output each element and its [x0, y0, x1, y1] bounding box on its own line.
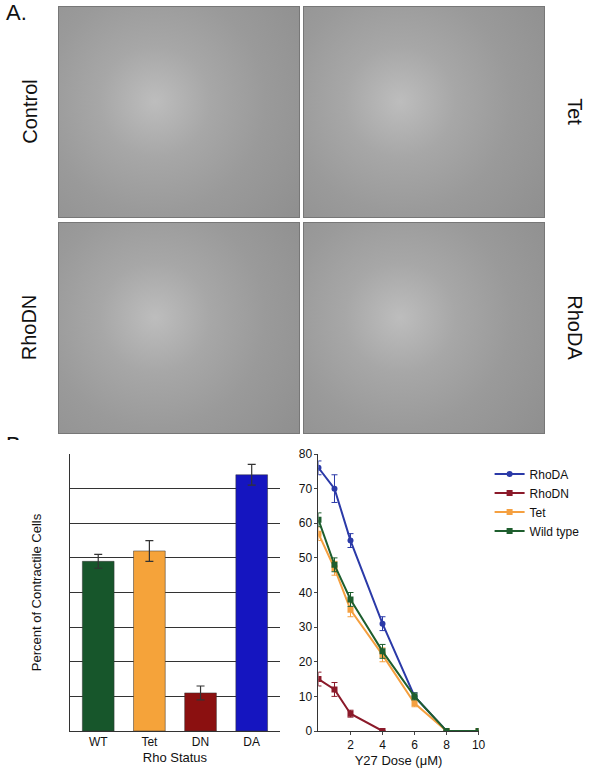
svg-text:Wild type: Wild type: [530, 525, 580, 539]
svg-text:Tet: Tet: [530, 506, 547, 520]
svg-text:RhoDN: RhoDN: [530, 487, 569, 501]
svg-text:WT: WT: [89, 735, 108, 749]
html-text:RhoDN: RhoDN: [18, 294, 41, 360]
svg-text:Y27 Dose (μM): Y27 Dose (μM): [355, 753, 443, 768]
svg-text:Tet: Tet: [141, 735, 158, 749]
svg-text:50: 50: [299, 551, 313, 565]
svg-text:RhoDA: RhoDA: [530, 468, 569, 482]
svg-text:Rho Status: Rho Status: [143, 750, 208, 765]
svg-text:40: 40: [299, 586, 313, 600]
svg-text:0: 0: [305, 724, 312, 738]
svg-text:6: 6: [411, 738, 418, 752]
html-text:A.: A.: [6, 0, 27, 25]
html-text:Control: Control: [18, 78, 41, 144]
svg-text:DA: DA: [243, 735, 260, 749]
svg-text:10: 10: [472, 738, 486, 752]
svg-text:DN: DN: [192, 735, 209, 749]
svg-text:70: 70: [299, 482, 313, 496]
html-text:Tet: Tet: [563, 97, 586, 125]
svg-text:4: 4: [379, 738, 386, 752]
html-text:B.: B.: [6, 432, 27, 457]
svg-text:20: 20: [299, 655, 313, 669]
svg-text:80: 80: [299, 447, 313, 461]
svg-text:10: 10: [299, 690, 313, 704]
svg-text:Percent of Contractile Cells: Percent of Contractile Cells: [29, 513, 44, 671]
html-text:RhoDA: RhoDA: [563, 294, 586, 360]
svg-text:60: 60: [299, 516, 313, 530]
svg-text:2: 2: [347, 738, 354, 752]
svg-text:30: 30: [299, 620, 313, 634]
svg-text:8: 8: [443, 738, 450, 752]
